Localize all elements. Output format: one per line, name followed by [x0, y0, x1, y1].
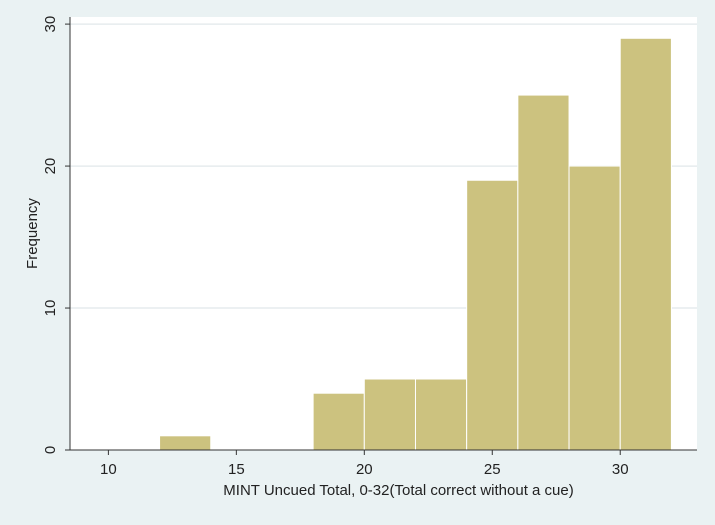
bar-28-30	[568, 165, 621, 451]
bar-26-28	[517, 94, 570, 451]
x-tick-label-30: 30	[612, 461, 629, 478]
y-tick-label-20: 20	[42, 158, 59, 175]
axes: 10 15 20 25 30 0 10 20 30	[42, 16, 697, 478]
bar-22-24	[414, 378, 468, 451]
x-tick-label-25: 25	[484, 461, 501, 478]
x-tick-label-20: 20	[356, 461, 373, 478]
bar-20-22	[363, 378, 416, 451]
y-tick-label-0: 0	[42, 446, 59, 454]
bar-18-20	[312, 392, 365, 451]
x-tick-label-10: 10	[100, 461, 117, 478]
bar-12-14	[159, 435, 212, 451]
y-tick-label-30: 30	[42, 16, 59, 33]
bars	[159, 37, 672, 451]
bar-24-26	[466, 179, 519, 451]
y-axis-label: Frequency	[24, 198, 41, 269]
bar-30-32	[619, 37, 672, 451]
y-tick-label-10: 10	[42, 300, 59, 317]
x-axis-label: MINT Uncued Total, 0-32(Total correct wi…	[223, 482, 573, 499]
x-tick-label-15: 15	[228, 461, 245, 478]
